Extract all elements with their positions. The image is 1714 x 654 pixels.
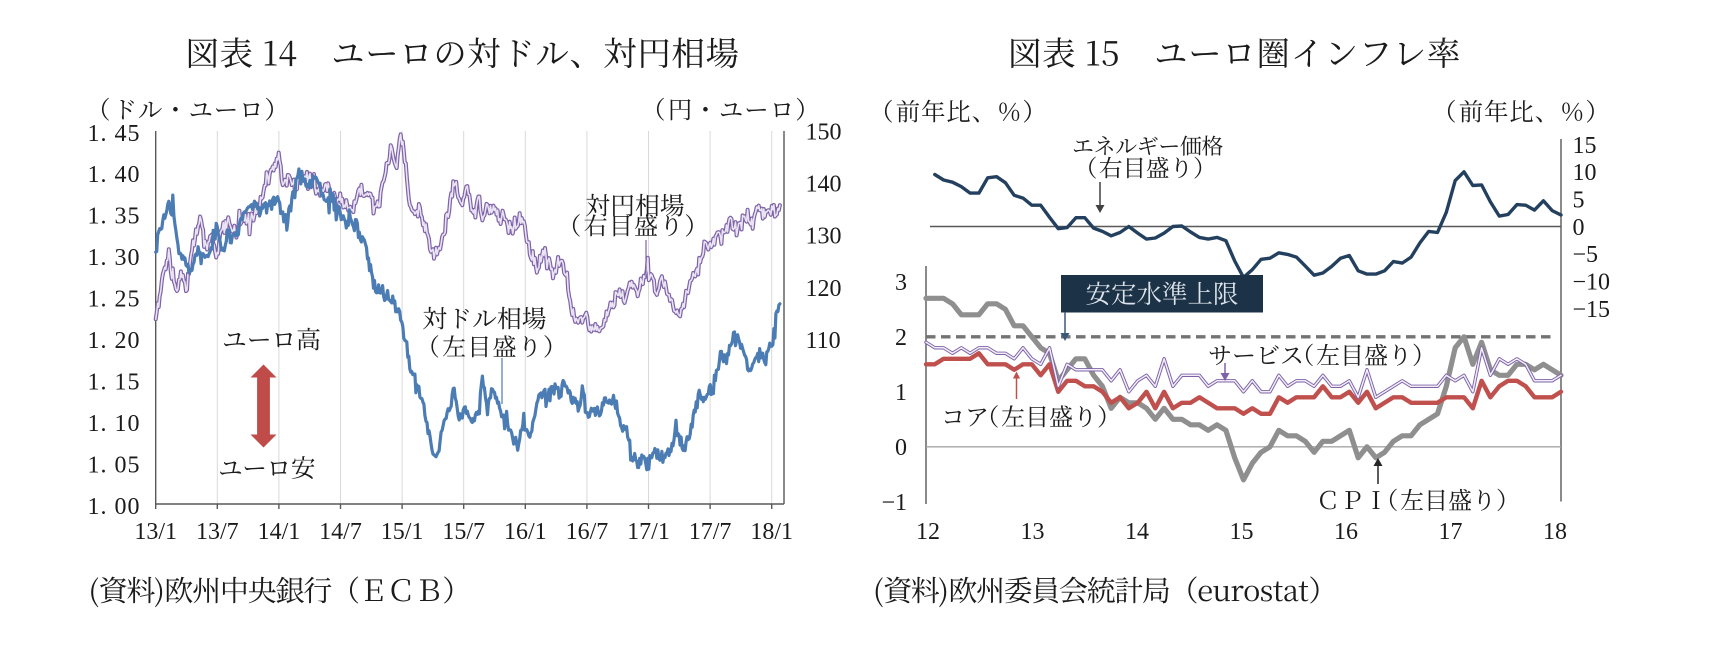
svg-text:−15: −15 <box>1573 297 1611 323</box>
svg-text:−1: −1 <box>881 490 907 516</box>
svg-text:3: 3 <box>895 270 907 296</box>
svg-text:1. 15: 1. 15 <box>88 369 141 395</box>
svg-text:130: 130 <box>806 224 842 250</box>
svg-text:5: 5 <box>1573 188 1585 214</box>
svg-text:1: 1 <box>895 380 907 406</box>
svg-text:1. 30: 1. 30 <box>88 245 141 271</box>
svg-text:1. 20: 1. 20 <box>88 328 141 354</box>
svg-text:140: 140 <box>806 172 842 198</box>
svg-text:1. 10: 1. 10 <box>88 411 141 437</box>
svg-text:16: 16 <box>1334 519 1358 545</box>
svg-text:13/7: 13/7 <box>196 519 239 545</box>
svg-text:17: 17 <box>1439 519 1463 545</box>
svg-text:15/1: 15/1 <box>381 519 424 545</box>
svg-text:1. 45: 1. 45 <box>88 121 141 147</box>
svg-text:1. 35: 1. 35 <box>88 204 141 230</box>
svg-text:150: 150 <box>806 119 842 145</box>
svg-text:1. 40: 1. 40 <box>88 162 141 188</box>
svg-text:18/1: 18/1 <box>750 519 793 545</box>
svg-text:−5: −5 <box>1573 242 1599 268</box>
svg-text:12: 12 <box>916 519 940 545</box>
svg-text:16/7: 16/7 <box>566 519 609 545</box>
svg-text:−10: −10 <box>1573 270 1611 296</box>
svg-text:13/1: 13/1 <box>134 519 177 545</box>
svg-text:1. 05: 1. 05 <box>88 452 141 478</box>
svg-text:0: 0 <box>1573 215 1585 241</box>
svg-text:14/7: 14/7 <box>319 519 362 545</box>
svg-text:15/7: 15/7 <box>442 519 485 545</box>
svg-text:15: 15 <box>1573 133 1597 159</box>
svg-text:15: 15 <box>1230 519 1254 545</box>
svg-text:14: 14 <box>1125 519 1149 545</box>
svg-text:14/1: 14/1 <box>258 519 301 545</box>
svg-text:17/1: 17/1 <box>627 519 670 545</box>
svg-text:1. 00: 1. 00 <box>88 494 141 520</box>
svg-text:1. 25: 1. 25 <box>88 287 141 313</box>
svg-text:16/1: 16/1 <box>504 519 547 545</box>
svg-text:18: 18 <box>1543 519 1567 545</box>
svg-text:0: 0 <box>895 435 907 461</box>
svg-text:110: 110 <box>806 328 841 354</box>
svg-text:17/7: 17/7 <box>689 519 732 545</box>
svg-text:13: 13 <box>1021 519 1045 545</box>
svg-text:120: 120 <box>806 276 842 302</box>
svg-text:10: 10 <box>1573 160 1597 186</box>
svg-text:2: 2 <box>895 325 907 351</box>
